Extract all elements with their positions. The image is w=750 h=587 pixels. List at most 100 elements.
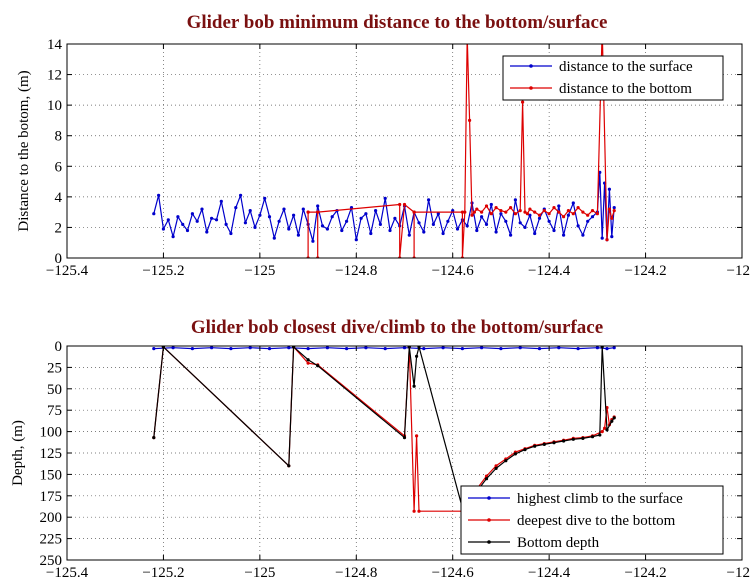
data-point	[537, 216, 542, 220]
data-point	[509, 233, 513, 237]
y-tick-label: 14	[47, 37, 63, 53]
data-point	[282, 207, 286, 211]
data-point	[185, 228, 190, 233]
data-point	[369, 231, 373, 236]
data-point	[494, 464, 498, 468]
data-point	[590, 215, 595, 219]
data-point	[523, 448, 527, 452]
data-point	[513, 212, 518, 216]
data-point	[383, 347, 387, 351]
data-point	[605, 347, 609, 351]
data-point	[581, 436, 585, 440]
data-point	[272, 236, 276, 240]
x-tick-label: −124.8	[335, 263, 377, 279]
data-point	[571, 212, 575, 216]
data-point	[528, 213, 532, 217]
data-point	[562, 215, 566, 219]
data-point	[311, 239, 315, 243]
data-point	[581, 210, 585, 214]
data-point	[176, 215, 180, 219]
data-point	[229, 347, 233, 351]
data-point	[475, 228, 479, 233]
x-tick-label: −124.8	[335, 565, 377, 581]
data-point	[234, 206, 238, 210]
data-point	[316, 204, 320, 208]
data-point	[354, 238, 358, 242]
chart-title: Glider bob closest dive/climb to the bot…	[191, 317, 603, 338]
data-point	[603, 426, 607, 430]
series	[152, 44, 616, 258]
data-point	[463, 210, 467, 214]
data-point	[605, 238, 609, 242]
data-point	[407, 346, 411, 349]
data-point	[258, 213, 262, 217]
data-point	[523, 225, 527, 229]
data-point	[417, 346, 421, 349]
x-tick-label: −125.2	[142, 565, 184, 581]
data-point	[316, 364, 320, 368]
data-point	[364, 212, 368, 216]
data-point	[210, 216, 214, 220]
data-point	[451, 209, 455, 213]
data-point	[504, 210, 508, 214]
chart-title: Glider bob minimum distance to the botto…	[187, 12, 608, 33]
x-tick-label: −124	[727, 263, 750, 279]
data-point	[422, 347, 426, 351]
data-point	[441, 346, 445, 350]
grid	[67, 44, 742, 258]
data-point	[296, 233, 300, 237]
data-point	[610, 235, 614, 239]
data-point	[364, 346, 368, 350]
data-point	[388, 228, 392, 233]
legend-marker	[529, 64, 533, 68]
x-tick-label: −124	[727, 565, 750, 581]
y-tick-label: 6	[55, 159, 63, 175]
data-point	[590, 209, 595, 213]
data-point	[378, 222, 382, 226]
data-point	[253, 225, 257, 229]
x-tick-label: −125.2	[142, 263, 184, 279]
data-point	[542, 442, 546, 446]
data-point	[181, 222, 185, 226]
y-tick-label: 125	[40, 446, 63, 462]
x-tick-label: −125	[244, 263, 275, 279]
data-point	[518, 346, 522, 350]
y-axis-label: Depth, (m)	[10, 420, 26, 486]
data-point	[214, 218, 219, 222]
data-point	[518, 221, 522, 225]
data-point	[200, 207, 204, 211]
data-point	[489, 202, 493, 207]
data-point	[595, 346, 600, 350]
x-tick-label: −124.2	[624, 565, 666, 581]
legend: highest climb to the surface deepest div…	[460, 485, 724, 555]
data-point	[210, 346, 214, 350]
y-tick-label: 12	[47, 68, 62, 84]
data-point	[552, 228, 556, 233]
data-point	[417, 221, 421, 225]
data-point	[412, 384, 416, 388]
data-point	[504, 219, 508, 223]
data-point	[316, 210, 320, 214]
data-point	[525, 212, 530, 216]
y-tick-label: 0	[55, 251, 63, 267]
data-point	[494, 466, 498, 470]
data-point	[248, 346, 252, 350]
data-point	[489, 212, 493, 216]
data-point	[415, 434, 419, 438]
data-point	[576, 347, 580, 351]
data-point	[224, 222, 228, 226]
axes: −125.4 −125.2 −125 −124.8 −124.6 −124.4 −124.2…	[46, 37, 750, 279]
data-point	[152, 436, 156, 440]
legend-label: Bottom depth	[517, 535, 600, 551]
data-point	[398, 202, 402, 207]
data-point	[528, 207, 532, 211]
axes: −125.4 −125.2 −125 −124.8 −124.6 −124.4 −124.2…	[40, 339, 750, 581]
data-point	[513, 198, 518, 202]
data-point	[157, 193, 161, 197]
data-point	[480, 210, 484, 214]
data-point	[152, 212, 156, 216]
data-point	[571, 201, 575, 205]
data-point	[190, 347, 194, 351]
data-point	[605, 428, 609, 432]
data-point	[571, 437, 575, 441]
